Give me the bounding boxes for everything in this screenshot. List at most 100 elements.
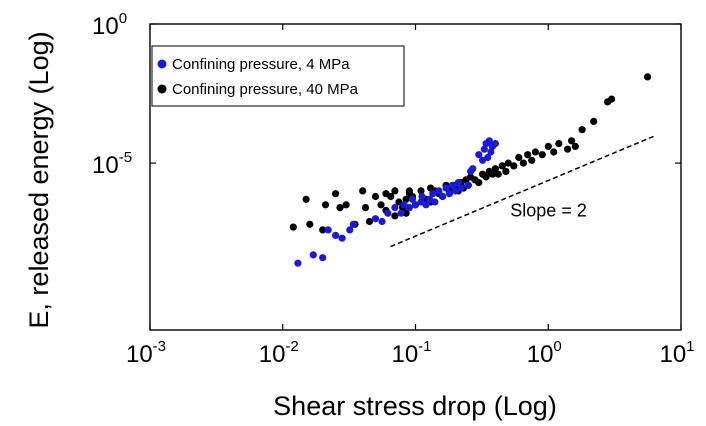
point-40mpa — [377, 201, 385, 209]
point-4mpa — [431, 198, 439, 206]
point-40mpa — [578, 126, 586, 134]
point-40mpa — [319, 226, 327, 234]
point-40mpa — [568, 137, 576, 145]
point-4mpa — [332, 231, 340, 239]
x-axis: 10-3 10-2 10-1 100 101 — [126, 24, 695, 368]
point-40mpa — [405, 187, 413, 195]
legend-label-40mpa: Confining pressure, 40 MPa — [172, 81, 359, 98]
point-4mpa — [485, 137, 493, 145]
y-tick-label: 10-5 — [92, 149, 132, 179]
point-40mpa — [510, 162, 518, 170]
point-4mpa — [309, 251, 317, 259]
point-4mpa — [484, 153, 492, 162]
legend-label-4mpa: Confining pressure, 4 MPa — [172, 56, 350, 73]
point-40mpa — [427, 184, 435, 192]
point-40mpa — [571, 142, 579, 150]
point-40mpa — [502, 167, 510, 175]
point-4mpa — [384, 209, 392, 217]
slope-annotation: Slope = 2 — [510, 200, 587, 220]
point-4mpa — [397, 209, 405, 217]
point-40mpa — [289, 223, 297, 231]
point-4mpa — [429, 190, 437, 198]
x-axis-title: Shear stress drop (Log) — [273, 391, 557, 421]
point-4mpa — [378, 217, 386, 226]
point-4mpa — [371, 215, 380, 223]
x-tick-label: 10-1 — [391, 338, 431, 368]
point-4mpa — [400, 201, 408, 209]
y-tick-label: 100 — [92, 10, 127, 40]
point-4mpa — [405, 204, 413, 212]
legend: Confining pressure, 4 MPa Confining pres… — [151, 45, 405, 107]
point-40mpa — [482, 173, 490, 181]
point-4mpa — [346, 226, 354, 234]
point-4mpa — [454, 179, 462, 187]
point-4mpa — [442, 184, 450, 192]
point-40mpa — [391, 187, 399, 195]
point-4mpa — [491, 140, 499, 148]
point-40mpa — [321, 201, 330, 209]
point-40mpa — [332, 190, 340, 198]
point-4mpa — [457, 184, 465, 192]
point-40mpa — [519, 159, 528, 167]
point-4mpa — [469, 165, 477, 173]
point-40mpa — [555, 140, 563, 148]
point-40mpa — [371, 192, 380, 201]
x-tick-label: 10-3 — [126, 338, 166, 368]
point-4mpa — [349, 220, 357, 228]
point-4mpa — [319, 254, 327, 262]
point-40mpa — [302, 195, 310, 203]
x-tick-label: 10-2 — [259, 338, 299, 368]
point-40mpa — [608, 95, 616, 103]
point-4mpa — [391, 204, 399, 212]
legend-box — [151, 45, 405, 107]
point-40mpa — [504, 159, 512, 167]
point-40mpa — [361, 204, 370, 212]
point-40mpa — [531, 148, 540, 156]
point-40mpa — [590, 117, 598, 125]
x-tick-label: 100 — [527, 338, 562, 368]
point-40mpa — [498, 162, 506, 170]
point-4mpa — [294, 259, 302, 267]
point-40mpa — [417, 187, 425, 195]
point-4mpa — [324, 226, 332, 234]
point-4mpa — [422, 201, 430, 209]
point-40mpa — [342, 201, 350, 209]
point-4mpa — [487, 148, 495, 156]
point-4mpa — [445, 190, 453, 198]
point-40mpa — [564, 145, 572, 153]
point-40mpa — [491, 165, 499, 173]
point-40mpa — [365, 217, 374, 226]
point-40mpa — [494, 170, 502, 178]
point-4mpa — [480, 145, 488, 153]
point-40mpa — [488, 170, 497, 178]
point-4mpa — [451, 187, 460, 195]
point-4mpa — [338, 234, 346, 242]
point-40mpa — [382, 190, 390, 198]
scatter-points — [289, 73, 652, 267]
point-40mpa — [550, 148, 558, 156]
y-axis-title: E, released energy (Log) — [24, 31, 54, 328]
point-40mpa — [336, 204, 344, 212]
y-axis: 100 10-5 — [92, 10, 681, 179]
point-40mpa — [644, 73, 652, 81]
point-4mpa — [475, 151, 483, 159]
point-40mpa — [391, 212, 399, 220]
point-40mpa — [528, 156, 536, 164]
point-40mpa — [402, 195, 410, 203]
point-4mpa — [411, 201, 420, 209]
point-40mpa — [544, 142, 552, 150]
point-40mpa — [306, 220, 314, 228]
point-4mpa — [418, 192, 426, 201]
point-4mpa — [448, 181, 457, 189]
point-40mpa — [475, 179, 483, 187]
point-4mpa — [439, 192, 447, 201]
x-tick-label: 101 — [659, 338, 694, 368]
point-40mpa — [359, 187, 367, 195]
legend-marker-40mpa — [157, 84, 167, 94]
point-40mpa — [515, 153, 523, 162]
point-4mpa — [464, 181, 472, 189]
legend-marker-4mpa — [157, 59, 167, 69]
point-40mpa — [538, 151, 546, 159]
point-4mpa — [408, 195, 417, 203]
